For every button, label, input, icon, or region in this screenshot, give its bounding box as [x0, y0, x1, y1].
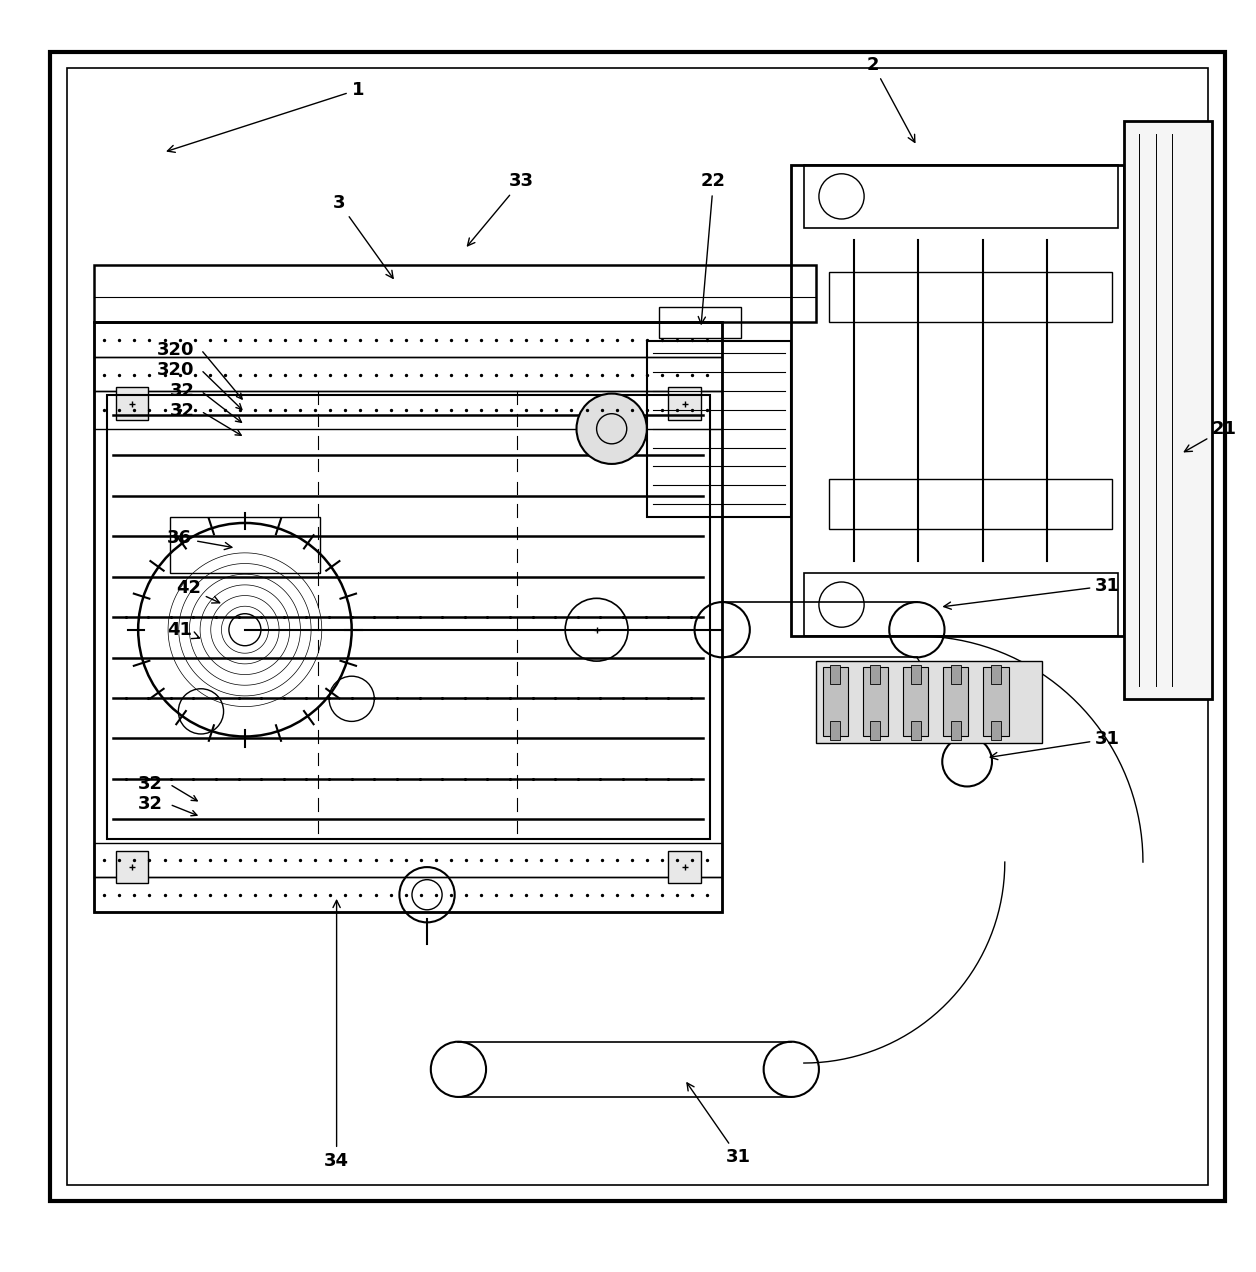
Bar — [67, 69, 1208, 1186]
Bar — [829, 272, 1112, 322]
Bar — [951, 721, 961, 740]
Bar — [94, 266, 816, 322]
Bar — [94, 878, 722, 912]
Bar — [659, 307, 741, 338]
Bar — [870, 665, 880, 684]
Text: 34: 34 — [324, 901, 349, 1170]
Text: 320: 320 — [157, 341, 195, 359]
Text: 32: 32 — [138, 775, 163, 794]
Bar — [668, 387, 701, 420]
Text: 31: 31 — [990, 730, 1120, 759]
Bar — [911, 721, 921, 740]
Bar — [116, 387, 148, 420]
Text: 2: 2 — [867, 56, 914, 142]
Bar — [951, 665, 961, 684]
Bar — [94, 843, 722, 878]
Bar — [823, 668, 848, 736]
Text: 21: 21 — [1184, 420, 1237, 452]
Bar — [830, 665, 840, 684]
Bar — [911, 665, 921, 684]
Bar — [94, 391, 722, 429]
Bar — [870, 721, 880, 740]
Bar — [804, 574, 1118, 636]
Bar — [903, 668, 928, 736]
Bar — [1124, 121, 1212, 698]
Text: 36: 36 — [167, 529, 232, 550]
Bar — [991, 665, 1001, 684]
Bar — [94, 322, 722, 912]
Bar — [107, 394, 710, 840]
Bar — [94, 322, 722, 357]
Text: 32: 32 — [170, 402, 195, 420]
Bar — [668, 851, 701, 884]
Text: 41: 41 — [167, 621, 200, 639]
Bar — [991, 721, 1001, 740]
Bar — [791, 165, 1124, 636]
Text: 32: 32 — [138, 795, 163, 813]
Bar — [170, 516, 320, 574]
Bar — [983, 668, 1009, 736]
Text: 42: 42 — [176, 579, 220, 603]
Text: 33: 33 — [467, 172, 534, 245]
Bar — [830, 721, 840, 740]
Text: 1: 1 — [167, 80, 364, 153]
Bar — [943, 668, 968, 736]
Text: 31: 31 — [943, 576, 1120, 609]
Text: 31: 31 — [687, 1082, 751, 1166]
Bar — [94, 357, 722, 391]
Bar — [647, 341, 791, 516]
Bar — [816, 661, 1042, 743]
Text: 32: 32 — [170, 382, 195, 401]
Bar — [804, 165, 1118, 228]
Circle shape — [577, 393, 647, 464]
Bar — [863, 668, 888, 736]
Text: 3: 3 — [333, 193, 393, 279]
Text: 320: 320 — [157, 361, 195, 379]
Text: 22: 22 — [698, 172, 726, 324]
Bar — [829, 480, 1112, 529]
Bar — [116, 851, 148, 884]
